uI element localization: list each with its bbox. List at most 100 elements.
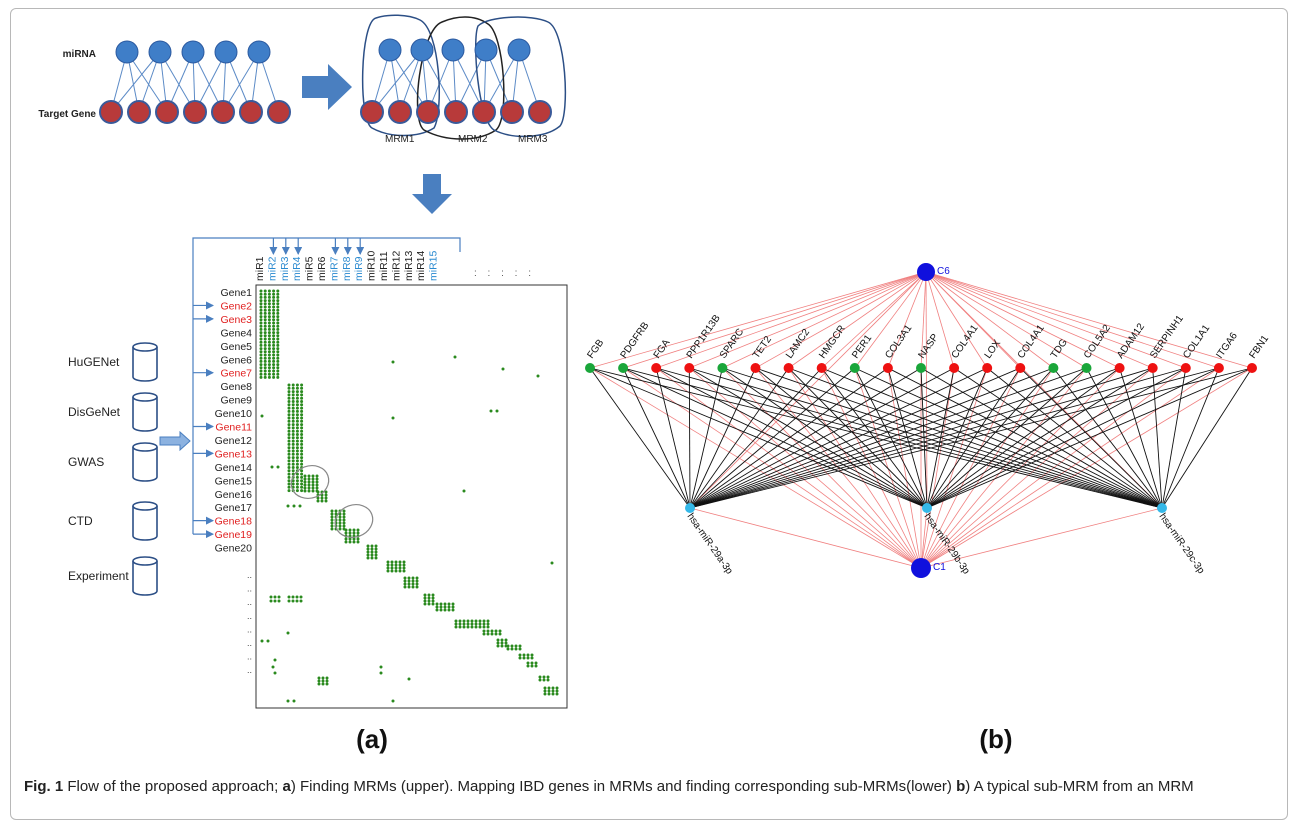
matrix-dot [276, 305, 280, 309]
matrix-dot [276, 331, 280, 335]
matrix-dot [276, 295, 280, 299]
matrix-dot [259, 324, 263, 328]
matrix-dot [272, 321, 276, 325]
matrix-dot [291, 396, 295, 400]
matrix-dot [295, 429, 299, 433]
matrix-dot [287, 469, 291, 473]
mirna-column-label: miR3 [279, 256, 291, 281]
matrix-dot [295, 599, 299, 603]
matrix-dot [352, 540, 356, 544]
matrix-dot [266, 639, 270, 643]
network-edge [1019, 367, 1163, 509]
matrix-dot [295, 442, 299, 446]
matrix-dot [291, 436, 295, 440]
mirna-column-label: miR11 [378, 251, 390, 281]
network-edge [689, 367, 756, 509]
caption-text-2: ) Finding MRMs (upper). Mapping IBD gene… [290, 778, 957, 795]
matrix-dot [300, 436, 304, 440]
network-edge [788, 367, 1163, 509]
matrix-dot [295, 396, 299, 400]
gene-node-label: COL4A1 [950, 323, 981, 361]
matrix-dot [534, 661, 538, 665]
matrix-dot [435, 608, 439, 612]
network-edge [589, 367, 691, 509]
network-edge [854, 367, 928, 509]
matrix-dot [300, 429, 304, 433]
matrix-dot [324, 496, 328, 500]
matrix-dot [300, 409, 304, 413]
matrix-dot [490, 629, 494, 633]
matrix-dot [344, 528, 348, 532]
matrix-dot [366, 547, 370, 551]
matrix-dot [291, 599, 295, 603]
matrix-dot [259, 353, 263, 357]
matrix-dot [259, 363, 263, 367]
gene-node [783, 363, 794, 373]
network-edge [920, 367, 1087, 569]
matrix-dot [287, 479, 291, 483]
matrix-dot [311, 474, 315, 478]
matrix-dot [316, 490, 320, 494]
matrix-dot [439, 608, 443, 612]
matrix-dot [526, 661, 530, 665]
matrix-dot [287, 403, 291, 407]
gene-node [1081, 363, 1092, 373]
matrix-dot [272, 363, 276, 367]
matrix-dot [466, 622, 470, 626]
matrix-dot [474, 625, 478, 629]
matrix-dot [402, 566, 406, 570]
matrix-dot [263, 292, 267, 296]
mirna-column-label: miR10 [366, 250, 378, 281]
matrix-dot [287, 433, 291, 436]
target-gene-row-label: Target Gene [38, 109, 96, 120]
matrix-dot [267, 331, 271, 335]
matrix-dot [394, 569, 398, 573]
network-edge [689, 367, 955, 509]
matrix-dot [287, 446, 291, 450]
matrix-dot [458, 622, 462, 626]
matrix-dot [538, 675, 542, 679]
matrix-dot [454, 622, 458, 626]
matrix-dot [307, 477, 311, 481]
matrix-dot [267, 292, 271, 296]
mrm-mirna-node [441, 38, 465, 62]
matrix-dot [356, 540, 360, 544]
matrix-dot [287, 429, 291, 433]
matrix-dot [259, 331, 263, 335]
gene-node-label: FGB [585, 337, 606, 360]
matrix-dot [272, 366, 276, 370]
matrix-dot [291, 393, 295, 397]
network-edge [689, 367, 823, 509]
mirna-node [115, 40, 139, 64]
database-list: HuGENet DisGeNet GWAS CTD Experiment [68, 342, 158, 596]
matrix-dot [338, 527, 342, 531]
mirna-column-label: miR1 [254, 256, 266, 281]
network-edge [689, 271, 927, 509]
matrix-dot [286, 699, 290, 703]
matrix-dot [403, 579, 407, 583]
network-edge [920, 367, 1187, 569]
mrm1-label: MRM1 [385, 134, 415, 145]
matrix-dot [276, 369, 280, 373]
network-edge [920, 367, 955, 569]
matrix-dot [427, 593, 431, 597]
matrix-dot [526, 664, 530, 668]
matrix-dot [443, 602, 447, 606]
gene-row-label: Gene18 [215, 516, 253, 528]
matrix-dot [259, 340, 263, 344]
matrix-dot [267, 321, 271, 325]
matrix-dot [379, 671, 383, 675]
gene-row-label: Gene19 [215, 529, 253, 541]
matrix-dot [386, 560, 390, 564]
matrix-dot [272, 327, 276, 331]
caption-fig-label: Fig. 1 [24, 778, 64, 795]
gene-row-label: Gene10 [215, 408, 253, 420]
mrm-gene-node [360, 100, 384, 124]
matrix-dot [291, 400, 295, 403]
matrix-dot [300, 423, 304, 427]
matrix-dot [260, 414, 264, 418]
matrix-dot [320, 496, 324, 500]
gene-row-label: Gene6 [220, 354, 252, 366]
gene-node-label: FBN1 [1247, 333, 1271, 361]
network-edge [689, 367, 889, 509]
